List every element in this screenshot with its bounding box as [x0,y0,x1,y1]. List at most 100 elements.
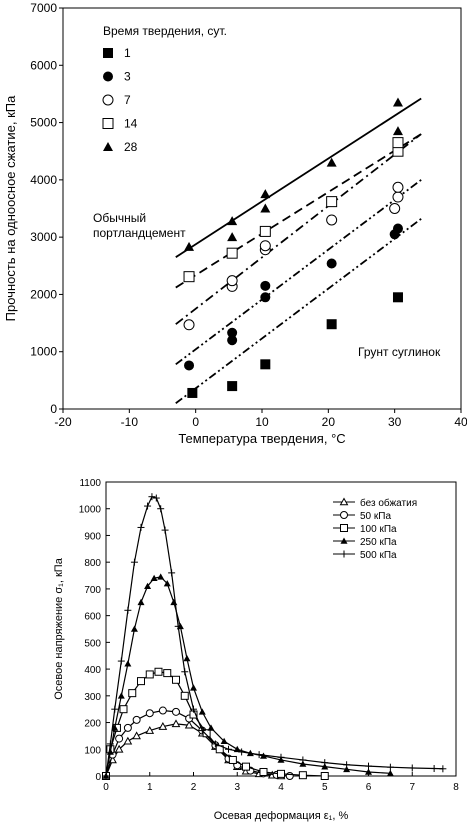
data-point-без обжатия-shape [158,722,168,730]
data-point-500 кПа [211,740,219,748]
data-point-без обжатия-shape [171,719,181,728]
data-point-3-shape [392,223,403,234]
data-point-250 кПа [150,574,158,582]
data-point-250 кПа-shape [163,580,171,587]
data-point-250 кПа [386,769,394,777]
legend-label: без обжатия [360,497,417,509]
data-point-250 кПа [365,768,372,775]
y-tick-label: 1000 [30,345,57,359]
data-point-3 [184,360,195,371]
legend-marker-14-shape [102,118,114,129]
data-point-1-shape [326,319,337,330]
data-point-50 кПа-shape [123,723,132,732]
y-axis-label: Прочность на одноосное сжатие, кПа [3,95,18,321]
data-point-без обжатия [132,731,141,740]
data-point-без обжатия-shape [145,726,155,734]
y-tick-label: 700 [84,585,101,596]
data-point-500 кПа [181,668,189,676]
data-point-100 кПа-shape [128,689,137,698]
data-point-250 кПа [183,654,191,662]
data-point-500 кПа [117,657,125,665]
data-point-3 [260,280,271,291]
data-point-без обжатия [114,744,124,753]
chart-stress-strain: 0 1 2 3 4 5 6 7 8 0 100 200 300 400 500 600 700 800 900 100… [53,478,459,822]
data-point-500 кПа [144,502,152,510]
data-point-500 кПа [152,494,160,502]
data-point-1 [260,359,271,370]
plot-frame [105,481,457,777]
data-point-250 кПа-shape [183,654,191,662]
y-tick-label: 800 [84,558,101,569]
data-point-250 кПа [207,724,215,731]
data-point-100 кПа [180,691,189,700]
data-point-100 кПа-shape [242,762,250,771]
data-point-250 кПа [124,660,132,667]
data-point-3-shape [260,292,271,303]
data-point-28 [227,216,238,226]
data-point-100 кПа-shape [154,667,163,676]
data-point-500 кПа [161,526,169,534]
legend-label: 14 [124,117,138,131]
y-tick-label: 0 [95,772,101,783]
data-point-250 кПа [190,684,197,691]
data-point-100 кПа [259,767,268,776]
x-axis-label: Осевая деформация ε₁, % [214,810,349,822]
data-point-100 кПа-shape [277,769,285,778]
data-point-14 [259,225,271,237]
data-point-100 кПа [172,675,180,684]
x-tick-label: -20 [54,415,72,429]
data-point-28-shape [227,232,238,242]
data-point-7-shape [392,191,404,203]
x-tick-label: 40 [454,415,467,429]
series-line-500 кПа [105,495,443,777]
data-point-250 кПа-shape [111,724,119,731]
data-point-100 кПа-shape [145,670,154,679]
legend-marker-7-shape [102,94,114,106]
data-point-500 кПа [106,740,114,748]
legend-marker-3 [103,71,113,82]
data-point-7 [259,240,271,252]
legend-label: 500 кПа [360,550,397,561]
data-point-250 кПа-shape [170,598,178,606]
data-point-250 кПа-shape [137,598,145,606]
y-tick-label: 0 [50,402,57,416]
data-point-500 кПа [148,493,156,501]
data-point-28 [392,97,403,107]
data-point-14-shape [226,247,238,259]
data-point-500 кПа [343,761,351,769]
legend-marker-28 [103,142,113,151]
y-tick-label: 5000 [30,116,57,130]
data-point-3-shape [184,360,195,371]
data-point-250 кПа [343,765,351,773]
y-tick-label: 400 [84,665,101,676]
data-point-28-shape [260,203,271,213]
data-point-50 кПа [123,723,132,732]
data-point-50 кПа [285,772,294,780]
data-point-100 кПа-shape [119,705,128,714]
data-point-без обжатия [145,726,155,734]
data-point-3 [260,292,271,303]
data-point-14 [326,196,338,208]
data-point-100 кПа [228,755,237,764]
data-point-100 кПа-shape [259,767,268,776]
data-point-250 кПа-shape [124,660,132,667]
data-point-250 кПа-shape [117,692,125,699]
data-point-без обжатия [171,719,181,728]
data-point-500 кПа [277,753,285,761]
data-point-28 [260,189,271,199]
data-point-3-shape [260,280,271,291]
data-point-100 кПа-shape [228,755,237,764]
trend-line-7 [175,133,422,325]
data-point-500 кПа [157,505,165,513]
data-point-50 кПа-shape [115,734,124,743]
data-point-1-shape [260,359,271,370]
x-tick-label: 0 [103,782,109,793]
data-point-500 кПа [439,765,447,773]
legend-marker-250 кПа [340,537,348,544]
data-point-250 кПа [130,625,138,632]
data-point-7 [326,214,338,226]
data-point-250 кПа-shape [130,625,138,632]
legend-marker-50 кПа [340,511,348,519]
legend-label: 1 [124,46,131,60]
